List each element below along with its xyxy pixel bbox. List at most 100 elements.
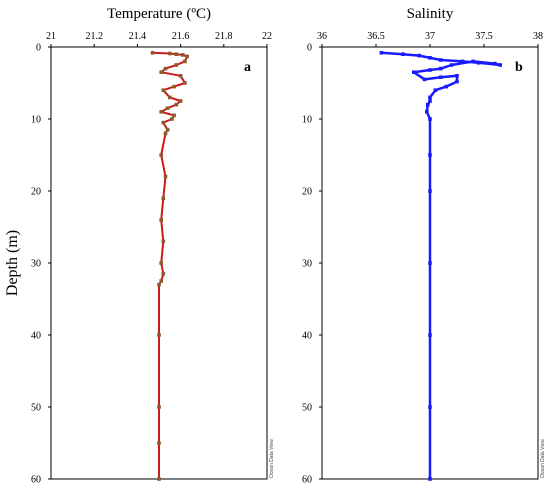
temperature-data-point [157, 405, 161, 409]
salinity-data-point [455, 79, 459, 84]
temperature-data-point [159, 70, 163, 74]
salinity-data-point [444, 84, 448, 89]
temperature-data-point [159, 261, 163, 265]
x-tick-label: 37 [425, 31, 435, 42]
salinity-data-point [417, 53, 421, 58]
salinity-data-point [471, 59, 475, 64]
y-tick-label: 40 [31, 331, 41, 342]
watermark-a: Ocean Data View [269, 439, 275, 478]
y-tick-label: 20 [302, 187, 312, 198]
salinity-data-point [476, 61, 481, 65]
temperature-data-point [165, 106, 170, 110]
temperature-data-point [157, 441, 161, 445]
watermark-b: Ocean Data View [540, 439, 546, 478]
salinity-data-point [460, 59, 465, 64]
temperature-data-point [183, 81, 187, 85]
salinity-data-point [449, 63, 454, 67]
salinity-data-point [428, 405, 432, 409]
temperature-data-point [181, 53, 185, 57]
salinity-title: Salinity [407, 6, 454, 22]
temperature-data-point [161, 88, 166, 92]
y-tick-label: 20 [31, 187, 41, 198]
temperature-data-point [165, 128, 170, 132]
y-tick-label: 50 [302, 403, 312, 414]
salinity-data-point [422, 77, 427, 82]
temperature-data-point [178, 74, 183, 78]
salinity-data-point [439, 66, 443, 71]
x-tick-label: 22 [262, 31, 272, 42]
temperature-data-point [172, 84, 176, 89]
salinity-data-point [428, 117, 432, 121]
y-tick-label: 30 [31, 259, 41, 270]
salinity-data-point [455, 74, 459, 78]
x-tick-label: 21.4 [129, 31, 147, 42]
salinity-data-point [428, 68, 432, 72]
salinity-data-point [426, 102, 430, 107]
temperature-data-point [168, 51, 172, 56]
x-tick-label: 36 [317, 31, 327, 42]
temperature-data-point [174, 102, 179, 107]
salinity-data-point [412, 70, 416, 74]
x-tick-label: 21 [46, 31, 56, 42]
salinity-data-point [428, 333, 432, 337]
salinity-data-point [428, 189, 432, 193]
salinity-data-point [425, 110, 429, 114]
salinity-data-point [428, 99, 432, 103]
x-tick-label: 21.6 [172, 31, 190, 42]
salinity-data-point [401, 52, 405, 56]
temperature-data-point [161, 120, 166, 125]
temperature-title: Temperature (ºC) [107, 6, 211, 22]
temperature-data-point [170, 117, 174, 121]
x-tick-label: 21.8 [215, 31, 233, 42]
panel-label-a: a [244, 60, 251, 75]
x-tick-label: 21.2 [85, 31, 103, 42]
y-tick-label: 30 [302, 259, 312, 270]
temperature-panel: Temperature (ºC) 21 21.2 21.4 21.6 21.8 22 0 1… [31, 6, 275, 486]
temperature-data-point [183, 59, 187, 64]
salinity-data-point [428, 477, 432, 481]
temperature-data-point [163, 174, 168, 179]
y-tick-label: 10 [31, 115, 41, 126]
salinity-data-point [428, 95, 432, 100]
salinity-data-point [428, 261, 432, 265]
y-tick-label: 0 [307, 43, 312, 54]
x-tick-label: 36.5 [367, 31, 385, 42]
x-tick-label: 38 [533, 31, 543, 42]
temperature-data-point [157, 477, 161, 481]
y-tick-label: 0 [36, 43, 41, 54]
temperature-data-point [159, 218, 163, 222]
temperature-data-point [159, 279, 163, 283]
temperature-data-point [159, 110, 163, 114]
temperature-data-point [178, 99, 183, 103]
temperature-profile-line [152, 51, 189, 479]
salinity-data-point [439, 58, 443, 62]
y-tick-label: 60 [31, 475, 41, 486]
y-tick-label: 10 [302, 115, 312, 126]
y-axis-label: Depth (m) [4, 230, 21, 296]
salinity-data-point [379, 51, 384, 55]
panel-label-b: b [515, 60, 523, 75]
x-tick-label: 37.5 [475, 31, 493, 42]
salinity-data-point [493, 61, 497, 66]
temperature-data-point [161, 272, 166, 276]
temperature-data-point [150, 51, 155, 55]
temperature-data-point [174, 63, 179, 67]
temperature-data-point [174, 52, 179, 56]
temperature-data-point [168, 95, 172, 100]
temperature-data-point [159, 153, 163, 157]
salinity-data-point [439, 75, 443, 79]
temperature-data-point [161, 196, 166, 200]
y-tick-label: 60 [302, 475, 312, 486]
temperature-data-point [157, 333, 161, 337]
temperature-data-point [157, 282, 161, 287]
salinity-data-point [428, 56, 432, 60]
salinity-data-point [498, 63, 502, 67]
temperature-data-point [163, 66, 168, 71]
temperature-data-point [185, 54, 189, 59]
temperature-data-point [161, 239, 166, 244]
temperature-data-point [163, 131, 168, 136]
salinity-data-point [433, 88, 438, 92]
salinity-profile-line [381, 51, 502, 479]
